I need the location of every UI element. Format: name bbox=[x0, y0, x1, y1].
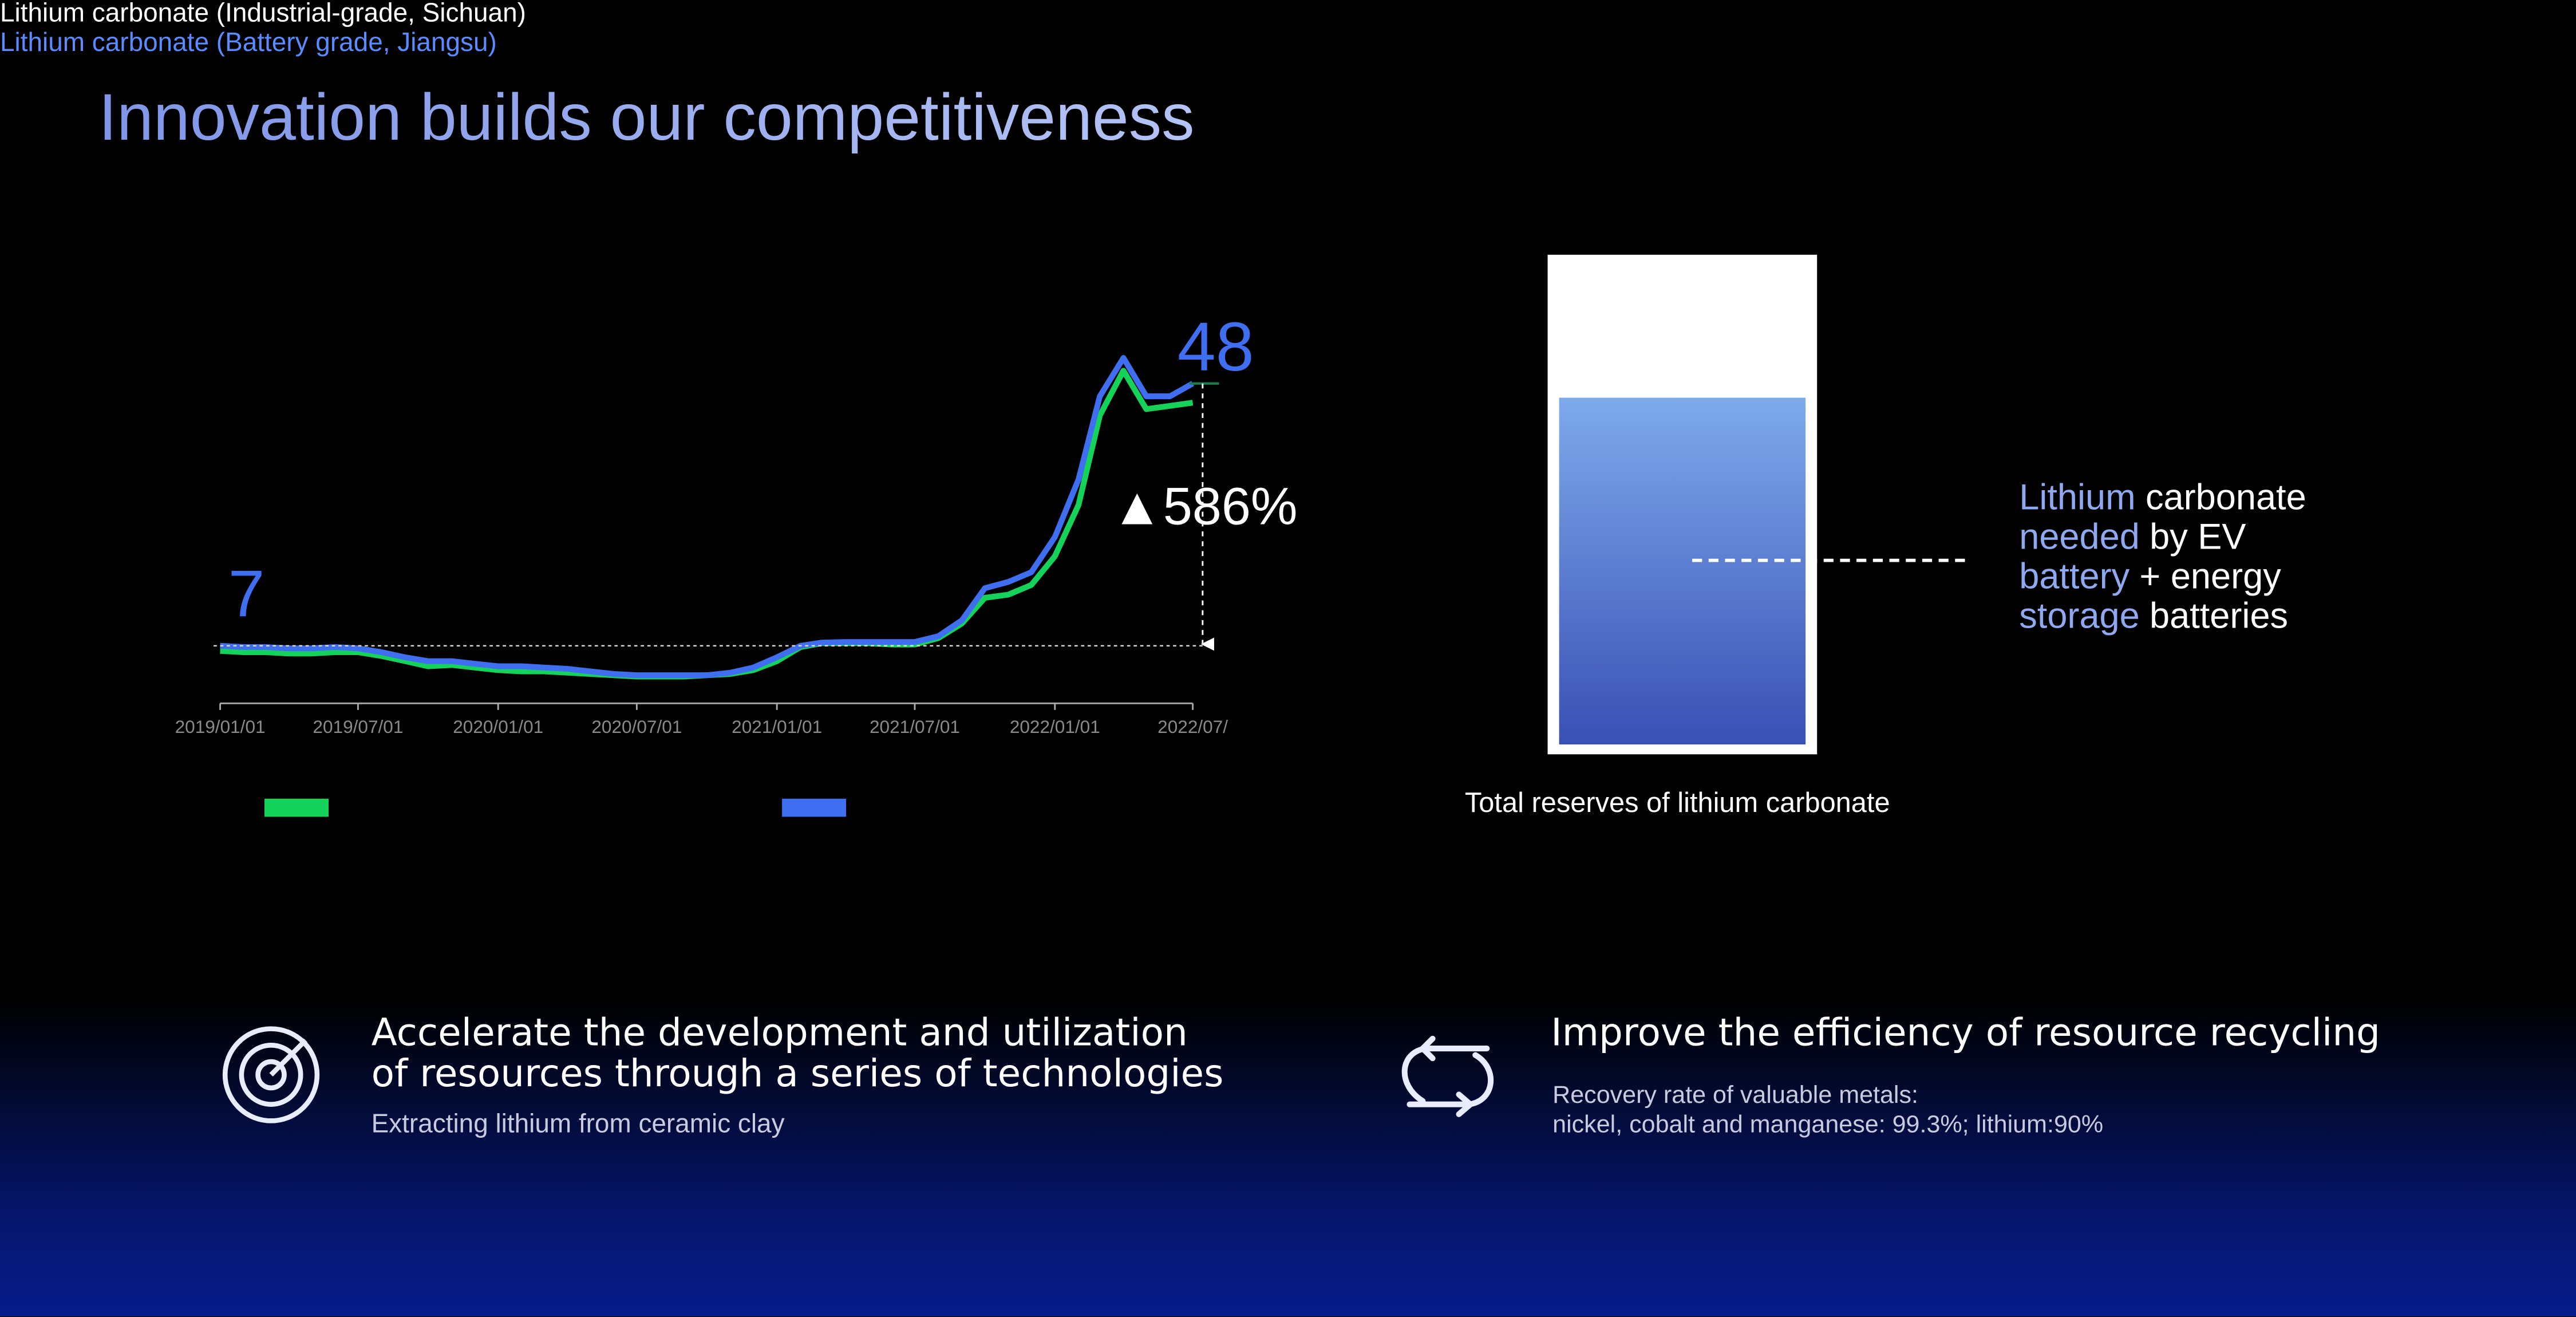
note-text: by EV bbox=[2150, 517, 2246, 557]
feature-title: Accelerate the development and utilizati… bbox=[372, 1010, 1188, 1054]
x-tick-label: 2022/07/ bbox=[1157, 716, 1228, 737]
reserves-note-line: needed by EV bbox=[2019, 517, 2246, 557]
feature-description: Recovery rate of valuable metals: bbox=[1552, 1081, 1918, 1109]
series-line bbox=[220, 368, 1194, 680]
x-tick-label: 2021/01/01 bbox=[732, 716, 822, 737]
note-text: + energy bbox=[2139, 556, 2281, 596]
note-accent: battery bbox=[2019, 556, 2129, 596]
legend-swatch bbox=[782, 798, 847, 817]
reserves-caption: Total reserves of lithium carbonate bbox=[1465, 787, 1890, 818]
feature-description: Extracting lithium from ceramic clay bbox=[372, 1108, 785, 1138]
feature-title: Improve the efficiency of resource recyc… bbox=[1551, 1010, 2380, 1054]
note-text: batteries bbox=[2150, 596, 2288, 636]
reserves-note-line: storage batteries bbox=[2019, 596, 2288, 636]
note-accent: needed bbox=[2019, 517, 2140, 557]
note-accent: Lithium bbox=[2019, 478, 2135, 518]
x-tick-label: 2021/07/01 bbox=[870, 716, 960, 737]
feature-title: of resources through a series of technol… bbox=[372, 1051, 1224, 1095]
radar-icon bbox=[222, 1026, 320, 1123]
reserves-note-line: battery + energy bbox=[2019, 556, 2281, 596]
x-tick-label: 2020/01/01 bbox=[453, 716, 543, 737]
start-value-label: 7 bbox=[228, 557, 265, 630]
x-tick-label: 2020/07/01 bbox=[591, 716, 682, 737]
x-tick-label: 2022/01/01 bbox=[1010, 716, 1100, 737]
reserves-note-line: Lithium carbonate bbox=[2019, 478, 2306, 518]
note-text: carbonate bbox=[2146, 478, 2306, 518]
feature-description: nickel, cobalt and manganese: 99.3%; lit… bbox=[1552, 1110, 2103, 1138]
slide-title: Innovation builds our competitiveness bbox=[98, 81, 1194, 154]
change-label: ▲586% bbox=[1111, 478, 1298, 536]
reserves-fill bbox=[1559, 397, 1806, 745]
x-tick-label: 2019/07/01 bbox=[313, 716, 403, 737]
recycle-icon bbox=[1401, 1035, 1494, 1117]
legend-swatch bbox=[264, 798, 329, 817]
legend-label: Lithium carbonate (Industrial-grade, Sic… bbox=[0, 0, 526, 28]
legend-label: Lithium carbonate (Battery grade, Jiangs… bbox=[0, 29, 497, 58]
end-value-label: 48 bbox=[1178, 308, 1254, 385]
x-tick-label: 2019/01/01 bbox=[175, 716, 266, 737]
note-accent: storage bbox=[2019, 596, 2140, 636]
series-line bbox=[220, 355, 1195, 679]
